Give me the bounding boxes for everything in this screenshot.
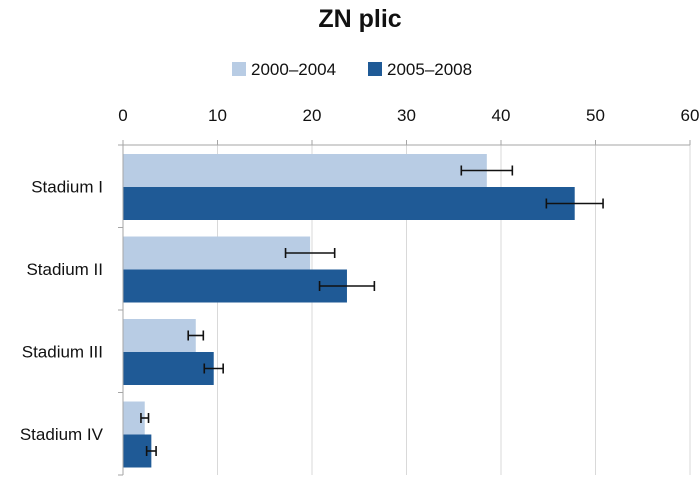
bar-series-1-stadium-ii — [123, 236, 311, 270]
x-axis-tick-labels: 0 10 20 30 40 50 60 — [118, 106, 699, 125]
x-tick-label: 50 — [586, 106, 605, 125]
legend-label-series-1: 2000–2004 — [251, 60, 336, 79]
legend-swatch-series-1 — [232, 62, 246, 76]
error-bar-series-2-stadium-ii — [318, 281, 376, 291]
chart-title: ZN plic — [318, 5, 401, 33]
bar-series-2-stadium-i — [123, 187, 575, 220]
x-tick-label: 10 — [208, 106, 227, 125]
error-bar-series-1-stadium-ii — [284, 248, 336, 258]
x-tick-label: 40 — [492, 106, 511, 125]
category-label: Stadium II — [26, 260, 103, 279]
x-tick-label: 0 — [118, 106, 127, 125]
bar-series-1-stadium-iv — [123, 401, 145, 435]
bars — [123, 154, 575, 468]
legend-label-series-2: 2005–2008 — [387, 60, 472, 79]
axes — [118, 140, 691, 476]
x-tick-label: 30 — [397, 106, 416, 125]
category-label: Stadium III — [22, 342, 103, 361]
x-tick-label: 60 — [681, 106, 700, 125]
category-labels: Stadium I Stadium II Stadium III Stadium IV — [20, 177, 104, 444]
bar-series-1-stadium-iii — [123, 319, 196, 352]
x-tick-label: 20 — [303, 106, 322, 125]
error-bar-series-2-stadium-iv — [145, 446, 157, 456]
legend-swatch-series-2 — [368, 62, 382, 76]
error-bar-series-1-stadium-i — [460, 165, 514, 176]
category-label: Stadium IV — [20, 425, 104, 444]
category-label: Stadium I — [31, 177, 103, 196]
error-bar-series-2-stadium-iii — [203, 363, 224, 374]
error-bar-series-1-stadium-iv — [140, 413, 150, 423]
bar-series-2-stadium-ii — [123, 269, 347, 303]
bar-series-2-stadium-iii — [123, 352, 214, 385]
error-bar-series-2-stadium-i — [545, 198, 604, 209]
error-bar-series-1-stadium-iii — [187, 330, 205, 341]
bar-series-1-stadium-i — [123, 154, 487, 187]
legend: 2000–2004 2005–2008 — [232, 60, 472, 79]
error-bars — [140, 165, 604, 456]
